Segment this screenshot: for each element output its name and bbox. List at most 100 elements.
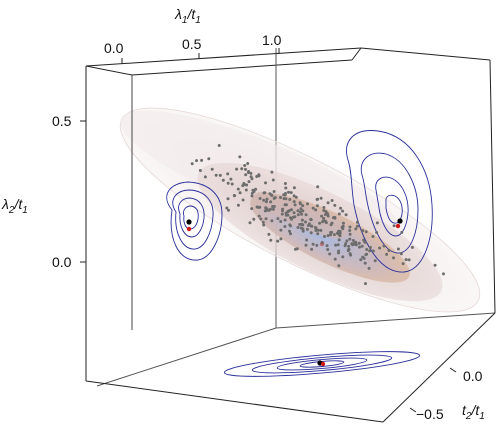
scatter-point — [254, 187, 258, 191]
scatter-point — [273, 196, 277, 199]
scatter-point — [284, 197, 288, 201]
scatter-point — [371, 235, 375, 238]
scatter-point — [337, 238, 341, 242]
left-marker-red — [186, 226, 192, 232]
scatter-point — [280, 212, 284, 216]
scatter-point — [361, 255, 365, 259]
left-marker-black — [186, 219, 192, 225]
scatter-point — [269, 207, 272, 211]
scatter-point — [385, 252, 389, 256]
scatter-point — [400, 230, 404, 234]
scatter-point — [321, 220, 325, 224]
scatter-point — [271, 178, 275, 182]
scatter-point — [311, 242, 315, 246]
scatter-point — [251, 188, 255, 192]
scatter-point — [316, 228, 320, 232]
scatter-point — [326, 212, 330, 216]
scatter-point — [337, 212, 341, 216]
scatter-point — [326, 234, 330, 238]
scatter-point — [307, 222, 311, 226]
scatter-point — [364, 230, 368, 234]
scatter-point — [375, 221, 379, 225]
scatter-point — [269, 238, 273, 242]
ellipsoid-inner — [254, 191, 346, 239]
scatter-point — [392, 224, 396, 228]
scatter-point — [279, 196, 282, 199]
scatter-point — [348, 229, 352, 232]
scatter-point — [262, 198, 266, 202]
scatter-point — [272, 190, 276, 193]
scatter-point — [329, 233, 333, 237]
scatter-point — [311, 206, 315, 210]
scatter-point — [305, 238, 309, 242]
scatter-point — [296, 213, 300, 217]
scatter-point — [286, 213, 290, 217]
scatter-point — [348, 232, 352, 236]
scatter-point — [276, 239, 280, 243]
scatter-point — [217, 144, 221, 147]
scatter-point — [309, 218, 313, 222]
scatter-point — [236, 203, 240, 207]
scatter-point — [298, 210, 302, 214]
scatter-point — [248, 221, 252, 225]
scatter-point — [226, 181, 230, 185]
right-contours — [346, 130, 433, 273]
scatter-point — [365, 248, 369, 251]
scatter-point — [292, 194, 296, 198]
scatter-point — [299, 226, 303, 230]
scatter-points — [190, 144, 445, 286]
scatter-point — [264, 181, 267, 185]
scatter-point — [336, 243, 340, 247]
scatter-point — [304, 220, 307, 224]
scatter-point — [330, 230, 334, 234]
scatter-point — [363, 261, 367, 265]
scatter-point — [329, 223, 333, 227]
z-tick-1: −0.5 — [416, 406, 444, 422]
scatter-point — [355, 220, 359, 224]
scatter-point — [265, 208, 269, 212]
scatter-point — [367, 266, 371, 270]
scatter-point — [300, 218, 304, 222]
scatter-point — [345, 239, 349, 243]
scatter-point — [292, 186, 296, 190]
scatter-point — [284, 186, 288, 190]
scatter-point — [240, 167, 244, 171]
x-tick-2: 1.0 — [262, 32, 282, 48]
scatter-point — [336, 232, 340, 236]
bottom-marker-red — [320, 361, 326, 367]
scatter-point — [328, 252, 332, 256]
scatter-point — [361, 229, 365, 233]
scatter-point — [351, 239, 355, 242]
scatter-point — [238, 191, 242, 195]
scatter-point — [399, 252, 403, 256]
scatter-point — [316, 197, 320, 201]
scatter-point — [198, 169, 202, 172]
scatter-point — [271, 207, 275, 211]
scatter-point — [264, 200, 268, 204]
scatter-point — [354, 227, 358, 231]
scatter-point — [281, 207, 285, 211]
scatter-point — [341, 221, 345, 225]
y-tick-0: 0.5 — [52, 113, 72, 129]
scatter-point — [348, 225, 352, 229]
scatter-point — [323, 235, 326, 238]
scatter-point — [264, 206, 268, 210]
scatter-point — [279, 220, 283, 223]
scatter-point — [341, 255, 345, 259]
scatter-point — [229, 177, 233, 181]
scatter-point — [314, 208, 318, 212]
scatter-point — [296, 209, 300, 213]
z-tick-0: 0.0 — [463, 368, 483, 384]
scatter-point — [319, 228, 323, 232]
x-tick-0: 0.0 — [104, 40, 124, 56]
scatter-point — [410, 245, 414, 249]
scatter-point — [255, 205, 259, 209]
scatter-point — [218, 173, 222, 177]
scatter-point — [288, 223, 292, 227]
scatter-point — [337, 251, 340, 255]
scatter-point — [306, 202, 309, 206]
scatter-point — [295, 247, 299, 251]
scatter-point — [442, 272, 445, 276]
scatter-point — [363, 240, 367, 244]
scatter-point — [309, 231, 313, 235]
